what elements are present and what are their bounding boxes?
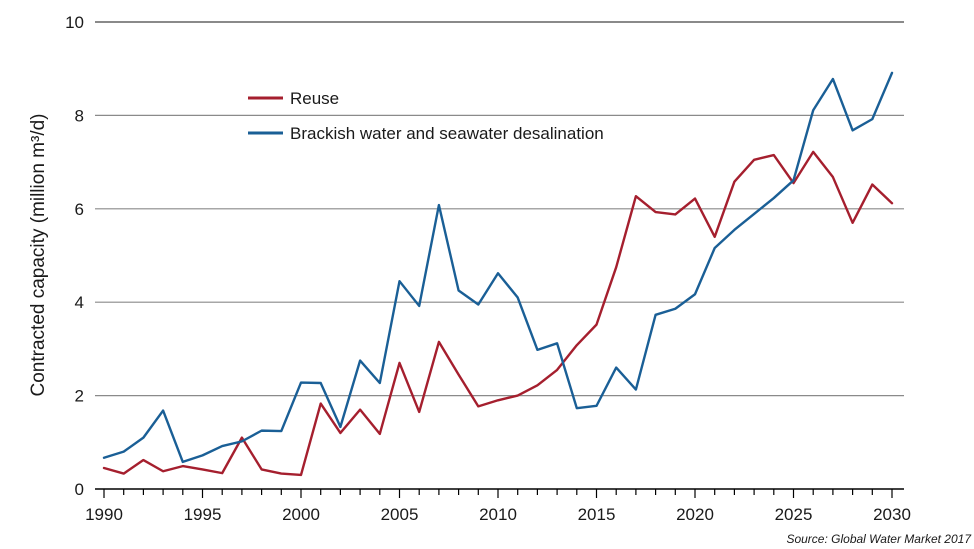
y-tick-label: 4 bbox=[75, 293, 84, 312]
x-tick-label: 1990 bbox=[85, 505, 123, 524]
x-tick-label: 2005 bbox=[381, 505, 419, 524]
legend: Reuse Brackish water and seawater desali… bbox=[248, 89, 604, 143]
y-tick-label: 0 bbox=[75, 480, 84, 499]
y-tick-label: 2 bbox=[75, 387, 84, 406]
y-tick-label: 8 bbox=[75, 106, 84, 125]
series-lines bbox=[102, 71, 894, 477]
x-tick-label: 2015 bbox=[578, 505, 616, 524]
legend-label-desalination: Brackish water and seawater desalination bbox=[290, 124, 604, 143]
series-line-reuse bbox=[102, 150, 894, 477]
y-tick-label: 10 bbox=[65, 13, 84, 32]
y-tick-label: 6 bbox=[75, 200, 84, 219]
x-tick-label: 1995 bbox=[184, 505, 222, 524]
x-tick-label: 2030 bbox=[873, 505, 911, 524]
source-note: Source: Global Water Market 2017 bbox=[786, 532, 972, 546]
grid-lines: 0 2 4 6 8 10 bbox=[65, 13, 904, 499]
series-line-desalination bbox=[102, 71, 894, 464]
x-tick-label: 2010 bbox=[479, 505, 517, 524]
x-tick-label: 2025 bbox=[775, 505, 813, 524]
x-tick-label: 2020 bbox=[676, 505, 714, 524]
x-axis: 1990 1995 2000 2005 2010 2015 2020 2025 2030 bbox=[85, 488, 911, 524]
y-axis-title: Contracted capacity (million m³/d) bbox=[28, 114, 49, 397]
legend-label-reuse: Reuse bbox=[290, 89, 339, 108]
x-tick-label: 2000 bbox=[282, 505, 320, 524]
